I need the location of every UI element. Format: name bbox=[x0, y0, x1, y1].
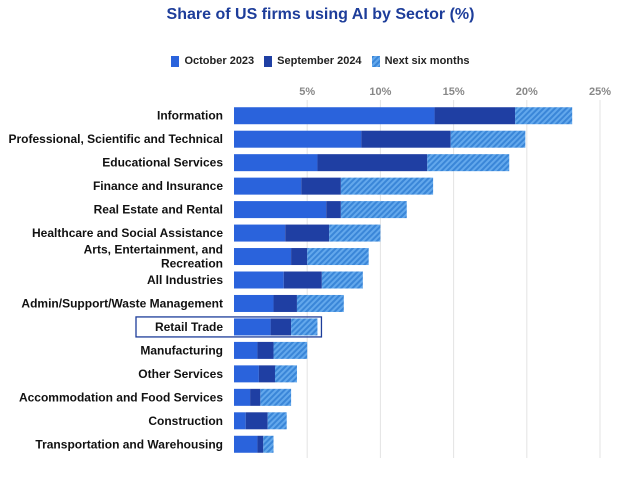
x-tick-label: 15% bbox=[443, 86, 465, 98]
category-label-other-services: Other Services bbox=[138, 367, 223, 381]
x-tick-label: 20% bbox=[516, 86, 538, 98]
bar-admin-support-waste-management-october-2023 bbox=[234, 294, 274, 312]
category-label-arts-entertainment-and-recreation: Arts, Entertainment, and Recreation bbox=[84, 243, 223, 271]
bar-finance-and-insurance-october-2023 bbox=[234, 177, 302, 195]
bar-arts-entertainment-and-recreation-october-2023 bbox=[234, 248, 292, 266]
bar-construction-september-2024 bbox=[245, 412, 268, 430]
bar-retail-trade-september-2024 bbox=[270, 318, 292, 336]
bar-admin-support-waste-management-next-six-months bbox=[296, 294, 344, 312]
bar-information-next-six-months bbox=[515, 107, 573, 125]
bar-admin-support-waste-management-september-2024 bbox=[273, 294, 297, 312]
bar-manufacturing-september-2024 bbox=[257, 341, 274, 359]
bar-educational-services-october-2023 bbox=[234, 154, 318, 172]
bar-all-industries-september-2024 bbox=[283, 271, 322, 289]
legend: October 2023 September 2024 Next six mon… bbox=[0, 53, 641, 69]
bar-real-estate-and-rental-next-six-months bbox=[340, 201, 407, 219]
legend-label-september-2024: September 2024 bbox=[277, 55, 362, 67]
category-label-construction: Construction bbox=[148, 414, 223, 428]
x-tick-label: 10% bbox=[369, 86, 391, 98]
x-tick-label: 25% bbox=[589, 86, 611, 98]
legend-label-october-2023: October 2023 bbox=[184, 55, 255, 67]
x-axis-ticks: 5% 10% 15% 20% 25% bbox=[299, 86, 611, 98]
bar-manufacturing-october-2023 bbox=[234, 341, 258, 359]
legend-label-next-six-months: Next six months bbox=[384, 55, 470, 67]
bar-information-september-2024 bbox=[434, 107, 516, 125]
bar-professional-scientific-and-technical-september-2024 bbox=[361, 130, 451, 148]
category-label-retail-trade: Retail Trade bbox=[155, 320, 223, 334]
bar-accommodation-and-food-services-october-2023 bbox=[234, 388, 251, 406]
category-label-finance-and-insurance: Finance and Insurance bbox=[93, 179, 223, 193]
bar-finance-and-insurance-next-six-months bbox=[340, 177, 434, 195]
bar-all-industries-next-six-months bbox=[321, 271, 363, 289]
category-label-all-industries: All Industries bbox=[147, 273, 223, 287]
bar-arts-entertainment-and-recreation-september-2024 bbox=[291, 248, 308, 266]
bar-transportation-and-warehousing-october-2023 bbox=[234, 435, 258, 453]
legend-item-september-2024: September 2024 bbox=[264, 55, 362, 67]
category-label-admin-support-waste-management: Admin/Support/Waste Management bbox=[21, 296, 223, 310]
category-labels: Information Professional, Scientific and … bbox=[8, 109, 223, 452]
legend-item-next-six-months: Next six months bbox=[371, 55, 470, 67]
bar-manufacturing-next-six-months bbox=[273, 341, 308, 359]
bar-educational-services-september-2024 bbox=[317, 154, 428, 172]
bar-healthcare-and-social-assistance-next-six-months bbox=[329, 224, 381, 242]
category-label-transportation-and-warehousing: Transportation and Warehousing bbox=[35, 437, 223, 451]
bars bbox=[135, 107, 573, 453]
category-label-real-estate-and-rental: Real Estate and Rental bbox=[94, 203, 223, 217]
bar-transportation-and-warehousing-next-six-months bbox=[263, 435, 274, 453]
bar-educational-services-next-six-months bbox=[427, 154, 510, 172]
bar-retail-trade-next-six-months bbox=[291, 318, 318, 336]
category-label-accommodation-and-food-services: Accommodation and Food Services bbox=[19, 390, 223, 404]
legend-swatch-october-2023 bbox=[171, 55, 180, 67]
bar-construction-next-six-months bbox=[267, 412, 287, 430]
bar-other-services-next-six-months bbox=[274, 365, 297, 383]
bar-retail-trade-october-2023 bbox=[234, 318, 271, 336]
category-label-educational-services: Educational Services bbox=[102, 156, 223, 170]
legend-item-october-2023: October 2023 bbox=[171, 55, 254, 67]
bar-healthcare-and-social-assistance-september-2024 bbox=[285, 224, 330, 242]
bar-healthcare-and-social-assistance-october-2023 bbox=[234, 224, 286, 242]
bar-construction-october-2023 bbox=[234, 412, 246, 430]
bar-accommodation-and-food-services-september-2024 bbox=[250, 388, 261, 406]
bar-transportation-and-warehousing-september-2024 bbox=[257, 435, 264, 453]
bar-accommodation-and-food-services-next-six-months bbox=[260, 388, 292, 406]
bar-real-estate-and-rental-october-2023 bbox=[234, 201, 327, 219]
bar-finance-and-insurance-september-2024 bbox=[301, 177, 341, 195]
bar-professional-scientific-and-technical-next-six-months bbox=[450, 130, 526, 148]
category-label-healthcare-and-social-assistance: Healthcare and Social Assistance bbox=[32, 226, 223, 240]
bar-other-services-september-2024 bbox=[258, 365, 275, 383]
category-label-manufacturing: Manufacturing bbox=[140, 343, 223, 357]
chart-title: Share of US firms using AI by Sector (%) bbox=[166, 6, 475, 23]
highlight-box-retail-trade bbox=[135, 316, 323, 338]
bar-professional-scientific-and-technical-october-2023 bbox=[234, 130, 362, 148]
bar-real-estate-and-rental-september-2024 bbox=[326, 201, 341, 219]
bar-arts-entertainment-and-recreation-next-six-months bbox=[307, 248, 369, 266]
category-label-information: Information bbox=[157, 109, 223, 123]
category-label-professional-scientific-and-technical: Professional, Scientific and Technical bbox=[8, 132, 223, 146]
legend-swatch-next-six-months bbox=[371, 55, 380, 67]
bar-other-services-october-2023 bbox=[234, 365, 259, 383]
legend-swatch-september-2024 bbox=[264, 55, 273, 67]
bar-information-october-2023 bbox=[234, 107, 435, 125]
bar-all-industries-october-2023 bbox=[234, 271, 284, 289]
x-tick-label: 5% bbox=[299, 86, 315, 98]
